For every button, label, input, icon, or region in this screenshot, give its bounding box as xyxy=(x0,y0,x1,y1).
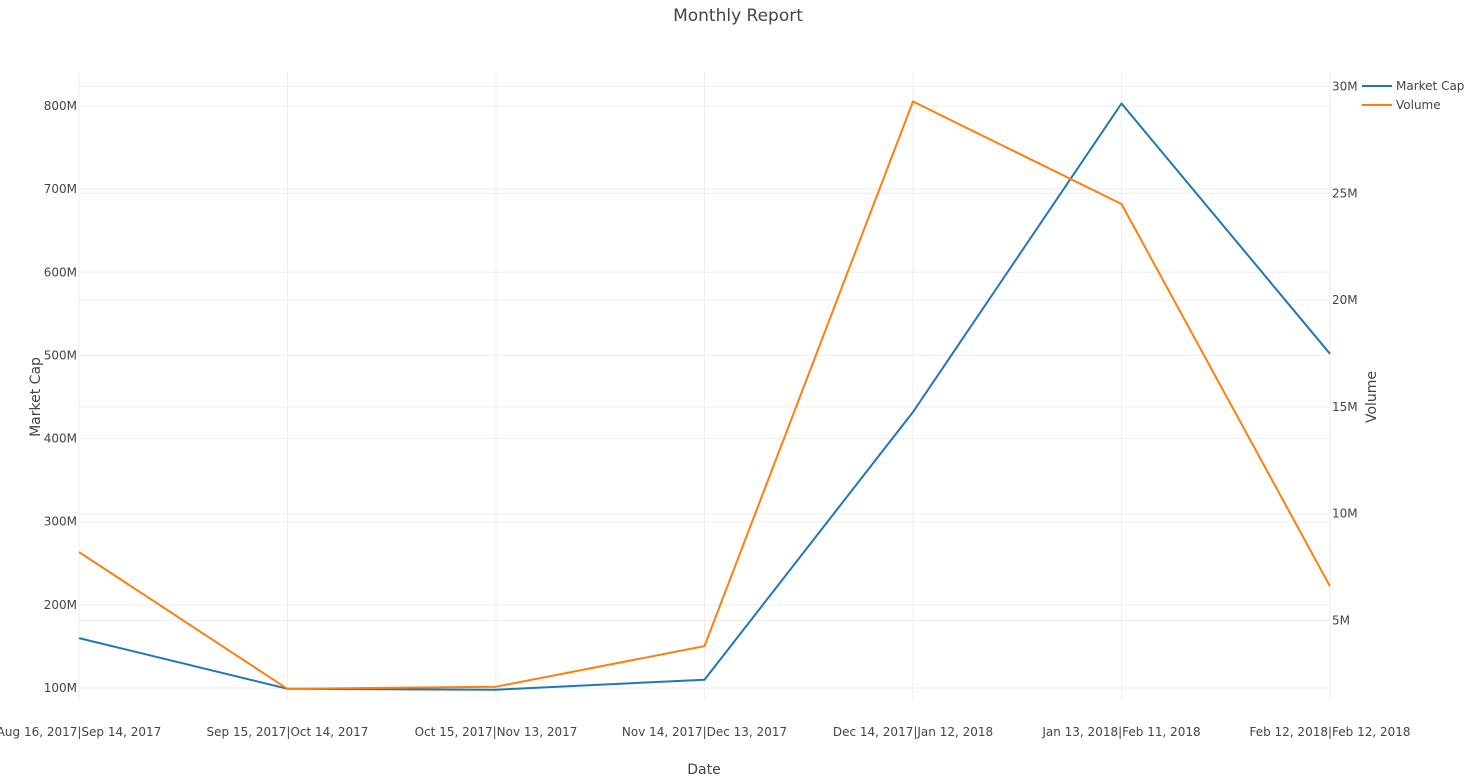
y-tick-label: 700M xyxy=(44,182,77,196)
y2-tick-label: 15M xyxy=(1332,400,1358,414)
legend-item-market-cap[interactable]: Market Cap xyxy=(1362,79,1464,93)
x-axis-title: Date xyxy=(687,762,720,777)
series-line-volume[interactable] xyxy=(78,100,1331,690)
y-tick-label: 100M xyxy=(44,681,77,695)
x-tick-label: Feb 12, 2018|Feb 12, 2018 xyxy=(1249,725,1410,739)
y-tick-label: 500M xyxy=(44,348,77,362)
y2-tick-label: 30M xyxy=(1332,80,1358,94)
y-axis-ticks: 100M 200M 300M 400M 500M 600M 700M 800M xyxy=(44,99,77,695)
y-axis-title: Market Cap xyxy=(28,357,44,437)
x-tick-label: Aug 16, 2017|Sep 14, 2017 xyxy=(0,725,161,739)
legend-item-volume[interactable]: Volume xyxy=(1362,98,1441,112)
y2-axis-ticks: 5M 10M 15M 20M 25M 30M xyxy=(1332,80,1358,628)
y-tick-label: 800M xyxy=(44,99,77,113)
legend-label-volume: Volume xyxy=(1396,98,1441,112)
y2-axis-title: Volume xyxy=(1364,371,1380,423)
y2-tick-label: 25M xyxy=(1332,186,1358,200)
y2-tick-label: 20M xyxy=(1332,293,1358,307)
y2-tick-label: 10M xyxy=(1332,507,1358,521)
y-tick-label: 300M xyxy=(44,515,77,529)
y-tick-label: 200M xyxy=(44,598,77,612)
y-tick-label: 400M xyxy=(44,432,77,446)
x-tick-label: Dec 14, 2017|Jan 12, 2018 xyxy=(833,725,993,739)
grid-lines xyxy=(78,72,1331,700)
x-axis-ticks: Aug 16, 2017|Sep 14, 2017 Sep 15, 2017|Oc… xyxy=(0,725,1411,739)
x-tick-label: Jan 13, 2018|Feb 11, 2018 xyxy=(1041,725,1200,739)
y-tick-label: 600M xyxy=(44,265,77,279)
x-tick-label: Sep 15, 2017|Oct 14, 2017 xyxy=(207,725,369,739)
y2-tick-label: 5M xyxy=(1332,614,1350,628)
series-lines xyxy=(78,100,1331,691)
legend-label-market-cap: Market Cap xyxy=(1396,79,1464,93)
x-tick-label: Oct 15, 2017|Nov 13, 2017 xyxy=(415,725,578,739)
legend[interactable]: Market Cap Volume xyxy=(1362,79,1464,112)
chart-title: Monthly Report xyxy=(673,6,803,26)
x-tick-label: Nov 14, 2017|Dec 13, 2017 xyxy=(622,725,787,739)
